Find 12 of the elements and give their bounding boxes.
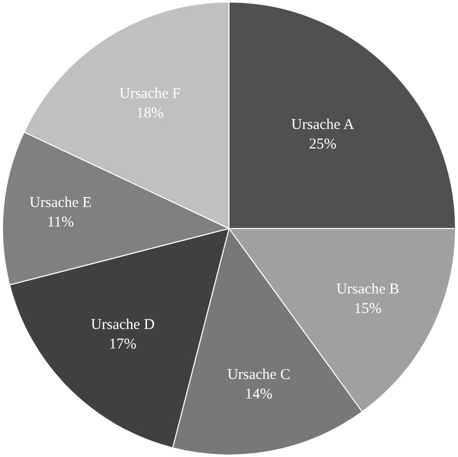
- data-label: 14%: [245, 386, 273, 402]
- slice-label: Ursache F: [119, 86, 181, 102]
- data-label: 11%: [47, 214, 74, 230]
- data-label: 25%: [308, 136, 336, 152]
- slice-label: Ursache A: [291, 116, 354, 133]
- data-label: 18%: [136, 106, 164, 122]
- data-label: 15%: [354, 300, 382, 317]
- slice-label: Ursache B: [336, 281, 400, 298]
- data-label: 17%: [109, 336, 137, 352]
- slice-label: Ursache D: [90, 316, 155, 333]
- slice-label: Ursache C: [227, 366, 290, 383]
- slice-label: Ursache E: [30, 194, 92, 211]
